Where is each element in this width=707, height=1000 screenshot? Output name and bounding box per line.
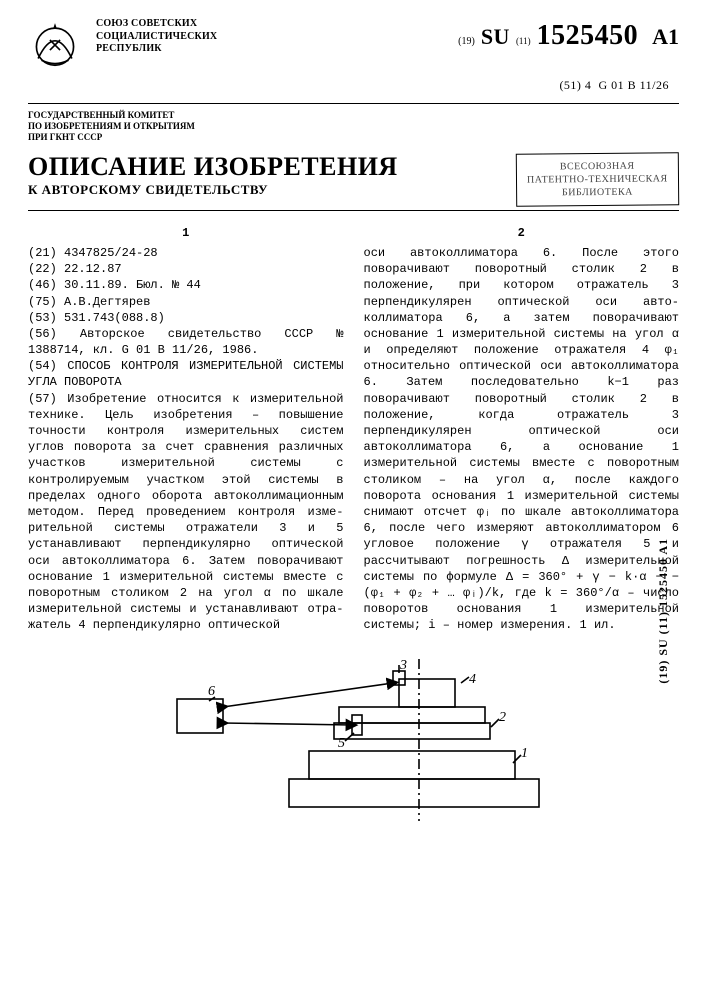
biblio-46: (46) 30.11.89. Бюл. № 44 xyxy=(28,277,344,293)
kind-code: A1 xyxy=(652,23,679,51)
technical-drawing: 6 3 4 5 2 1 xyxy=(139,651,569,831)
gos-line: ПО ИЗОБРЕТЕНИЯМ И ОТКРЫТИЯМ xyxy=(28,121,679,132)
library-stamp: ВСЕСОЮЗНАЯ ПАТЕНТНО-ТЕХНИЧЕСКАЯ БИБЛИОТЕ… xyxy=(516,152,679,206)
biblio-54: (54) СПОСОБ КОНТРОЛЯ ИЗМЕРИТЕЛЬНОЙ СИСТЕ… xyxy=(28,358,344,390)
ipc-prefix: (51) 4 xyxy=(559,78,591,92)
union-name: СОЮЗ СОВЕТСКИХ СОЦИАЛИСТИЧЕСКИХ РЕСПУБЛИ… xyxy=(96,18,217,56)
fig-label-5: 5 xyxy=(338,736,345,751)
biblio-21: (21) 4347825/24-28 xyxy=(28,245,344,261)
left-column: 1 (21) 4347825/24-28 (22) 22.12.87 (46) … xyxy=(28,225,344,634)
stamp-line: ВСЕСОЮЗНАЯ xyxy=(527,159,668,173)
divider xyxy=(28,103,679,104)
divider xyxy=(28,210,679,211)
inid-11: (11) xyxy=(516,36,531,48)
publication-number: (19) SU (11) 1525450 A1 xyxy=(458,18,679,54)
ipc-code: G 01 B 11/26 xyxy=(598,78,669,92)
stamp-line: ПАТЕНТНО-ТЕХНИЧЕСКАЯ xyxy=(527,172,668,186)
committee-name: ГОСУДАРСТВЕННЫЙ КОМИТЕТ ПО ИЗОБРЕТЕНИЯМ … xyxy=(28,110,679,142)
gos-line: ПРИ ГКНТ СССР xyxy=(28,132,679,143)
fig-label-3: 3 xyxy=(399,658,407,673)
biblio-22: (22) 22.12.87 xyxy=(28,261,344,277)
doc-number: 1525450 xyxy=(537,18,639,54)
fig-label-1: 1 xyxy=(521,746,528,761)
inid-19: (19) xyxy=(458,36,475,49)
union-line: СОЦИАЛИСТИЧЕСКИХ xyxy=(96,31,217,44)
union-line: СОЮЗ СОВЕТСКИХ xyxy=(96,18,217,31)
state-emblem xyxy=(28,18,82,72)
right-column: 2 оси автоколлиматора 6. После этого пов… xyxy=(364,225,680,634)
side-doc-number: (19) SU (11) 1525450 A1 xyxy=(656,538,671,684)
biblio-75: (75) А.В.Дегтярев xyxy=(28,294,344,310)
biblio-53: (53) 531.743(088.8) xyxy=(28,310,344,326)
gos-line: ГОСУДАРСТВЕННЫЙ КОМИТЕТ xyxy=(28,110,679,121)
biblio-56: (56) Авторское свидетельство СССР № 1388… xyxy=(28,326,344,358)
union-line: РЕСПУБЛИК xyxy=(96,43,217,56)
fig-label-4: 4 xyxy=(469,672,476,687)
country-code: SU xyxy=(481,23,510,51)
abstract-right: оси автоколлиматора 6. После этого повор… xyxy=(364,245,680,634)
fig-label-6: 6 xyxy=(208,684,215,699)
col-number: 1 xyxy=(28,225,344,241)
fig-label-2: 2 xyxy=(499,710,506,725)
ipc-classification: (51) 4 G 01 B 11/26 xyxy=(28,78,679,93)
abstract-left: (57) Изобретение относится к измери­тель… xyxy=(28,391,344,634)
stamp-line: БИБЛИОТЕКА xyxy=(527,185,668,199)
doc-title: ОПИСАНИЕ ИЗОБРЕТЕНИЯ xyxy=(28,153,398,180)
doc-subtitle: К АВТОРСКОМУ СВИДЕТЕЛЬСТВУ xyxy=(28,182,398,199)
col-number: 2 xyxy=(364,225,680,241)
